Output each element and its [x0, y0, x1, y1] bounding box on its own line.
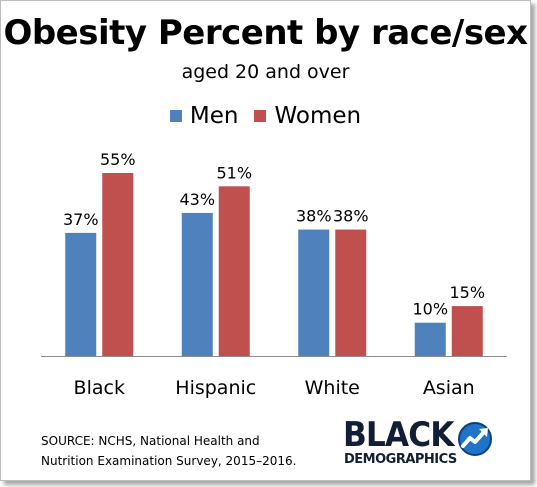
data-label-men-white: 38%: [296, 207, 332, 226]
bar-women-black: [102, 173, 134, 356]
logo-word-black: BLACK: [343, 415, 455, 455]
legend-swatch-women: [254, 110, 267, 122]
legend-item-women: Women: [254, 103, 361, 129]
logo-word-demographics: DEMOGRAPHICS: [344, 452, 457, 467]
data-label-women-hispanic: 51%: [216, 163, 252, 182]
chart-frame: Obesity Percent by race/sex aged 20 and …: [0, 0, 531, 481]
bar-women-asian: [451, 306, 483, 356]
source-note: SOURCE: NCHS, National Health and Nutrit…: [41, 431, 296, 471]
source-line-1: SOURCE: NCHS, National Health and: [41, 434, 260, 448]
legend-item-men: Men: [169, 103, 239, 129]
bar-men-white: [298, 229, 330, 356]
legend-swatch-men: [169, 110, 182, 122]
bar-chart-plot: 37% 55% Black 43%51% Hispanic 38% 38% White 10%1…: [41, 150, 507, 399]
legend-label-men: Men: [189, 103, 239, 129]
legend-label-women: Women: [274, 103, 362, 129]
category-label-asian: Asian: [423, 377, 475, 399]
bar-men-hispanic: [181, 212, 213, 356]
black-demographics-logo: BLACK DEMOGRAPHICS: [343, 415, 503, 471]
upward-trend-arrow-icon: [458, 422, 492, 456]
data-label-women-asian: 15%: [449, 283, 485, 302]
bar-women-white: [335, 229, 367, 356]
data-label-men-hispanic: 43%: [179, 190, 215, 209]
data-label-men-black: 37%: [63, 210, 99, 229]
source-line-2: Nutrition Examination Survey, 2015–2016.: [41, 454, 297, 468]
bar-men-asian: [414, 322, 446, 356]
chart-subtitle: aged 20 and over: [181, 61, 350, 83]
chart-title: Obesity Percent by race/sex: [3, 13, 528, 53]
category-label-black: Black: [74, 377, 125, 399]
data-label-men-asian: 10%: [412, 300, 448, 319]
legend: Men Women: [1, 103, 530, 129]
data-label-women-white: 38%: [333, 207, 369, 226]
category-label-white: White: [305, 377, 360, 399]
data-label-women-black: 55%: [100, 150, 136, 169]
category-label-hispanic: Hispanic: [175, 377, 256, 399]
bar-men-black: [65, 232, 97, 356]
bar-women-hispanic: [218, 186, 250, 356]
